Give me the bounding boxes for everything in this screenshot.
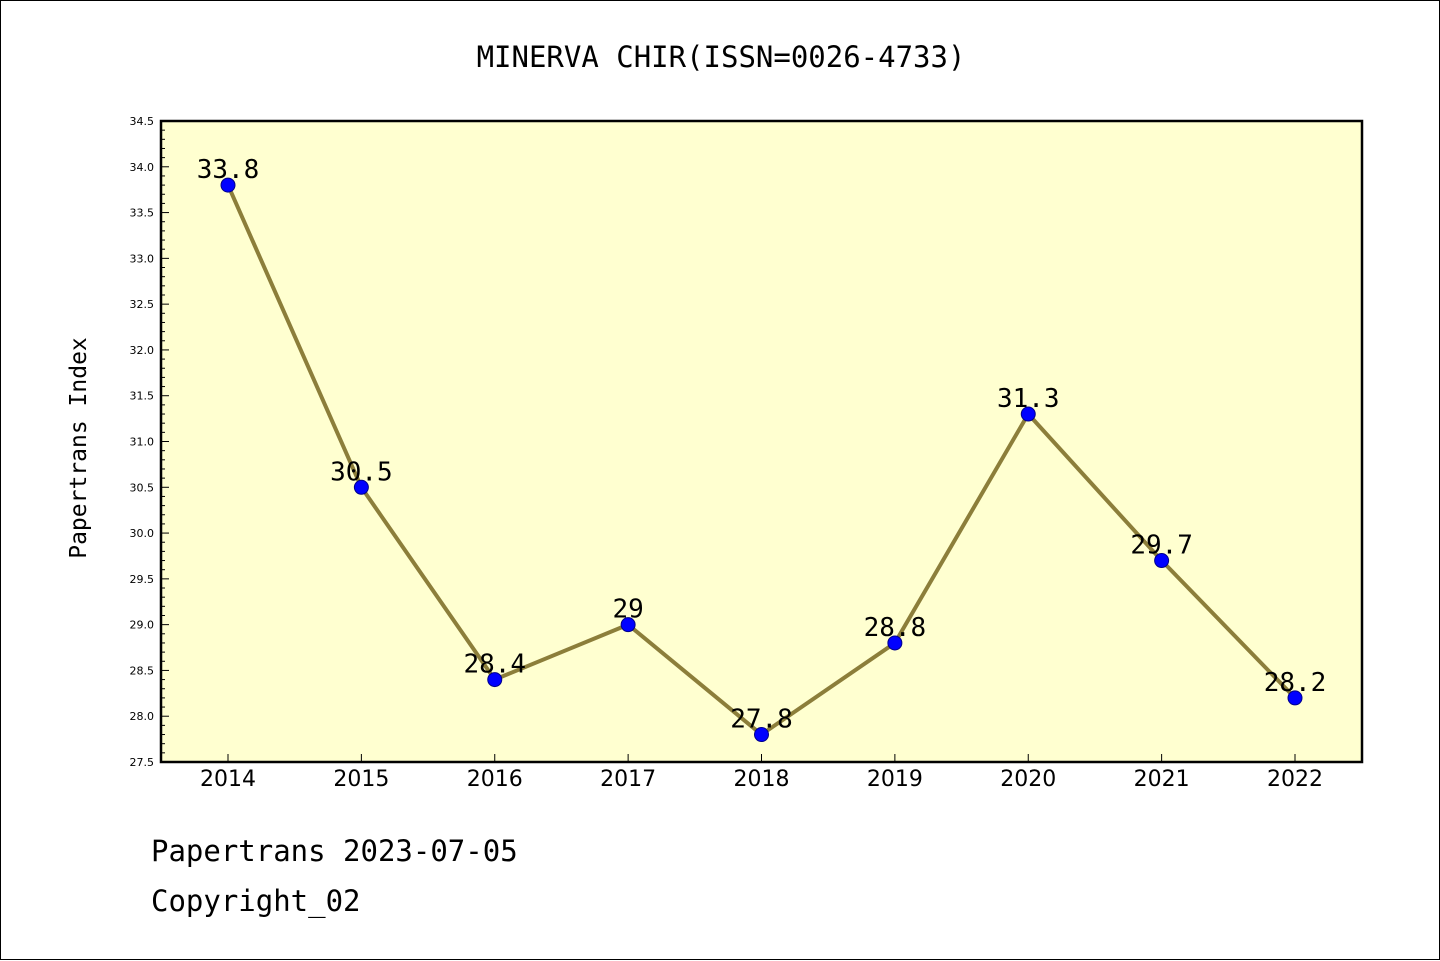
x-tick-label: 2016	[467, 767, 523, 792]
x-tick-label: 2019	[867, 767, 923, 792]
data-label: 28.4	[463, 650, 526, 680]
data-point	[1020, 406, 1036, 422]
x-tick-label: 2021	[1134, 767, 1190, 792]
data-label: 31.3	[997, 384, 1060, 414]
data-label: 33.8	[197, 155, 260, 185]
y-tick-label: 28.5	[130, 664, 155, 677]
chart-title: MINERVA CHIR(ISSN=0026-4733)	[477, 40, 966, 74]
data-point	[1287, 690, 1303, 706]
axis-ticks: 27.5 28.0 28.5 29.0 29.5 30.0 30.5 31.0 31.5 32.0…	[130, 115, 1324, 792]
y-tick-label: 33.5	[130, 207, 155, 220]
y-tick-label: 33.0	[130, 252, 155, 265]
data-label: 27.8	[730, 705, 793, 735]
data-label: 28.8	[864, 613, 927, 643]
series-layer: 33.8 30.5 28.4 29 27.8 28.8 31.3 29.7 28.2	[197, 155, 1327, 743]
data-point	[754, 727, 769, 743]
data-label: 30.5	[330, 457, 393, 487]
x-tick-label: 2015	[333, 767, 389, 792]
y-tick-label: 34.0	[130, 161, 155, 174]
y-tick-label: 29.0	[130, 619, 155, 632]
x-tick-label: 2017	[600, 767, 656, 792]
x-tick-label: 2014	[200, 767, 256, 792]
data-point	[220, 177, 236, 193]
data-point	[620, 617, 636, 633]
data-point	[1154, 553, 1170, 569]
x-tick-label: 2020	[1000, 767, 1056, 792]
plot-frame	[159, 119, 1364, 764]
footer-copyright: Copyright_02	[151, 884, 361, 918]
data-label: 29	[612, 595, 643, 625]
data-point	[487, 672, 503, 688]
data-point	[353, 479, 369, 495]
y-tick-label: 30.0	[130, 527, 155, 540]
y-tick-label: 32.0	[130, 344, 155, 357]
plot-area	[161, 121, 1362, 762]
y-tick-label: 32.5	[130, 298, 155, 311]
x-tick-label: 2022	[1267, 767, 1323, 792]
data-label: 28.2	[1264, 668, 1327, 698]
y-tick-label: 31.5	[130, 390, 155, 403]
y-tick-label: 27.5	[130, 756, 155, 769]
data-point	[887, 635, 903, 651]
y-axis-label: Papertrans Index	[66, 337, 92, 559]
y-tick-label: 31.0	[130, 436, 155, 449]
y-tick-label: 30.5	[130, 481, 155, 494]
footer-date: Papertrans 2023-07-05	[151, 834, 518, 868]
x-tick-label: 2018	[734, 767, 790, 792]
y-tick-label: 28.0	[130, 710, 155, 723]
y-tick-label: 34.5	[130, 115, 155, 128]
y-tick-label: 29.5	[130, 573, 155, 586]
data-label: 29.7	[1130, 531, 1193, 561]
